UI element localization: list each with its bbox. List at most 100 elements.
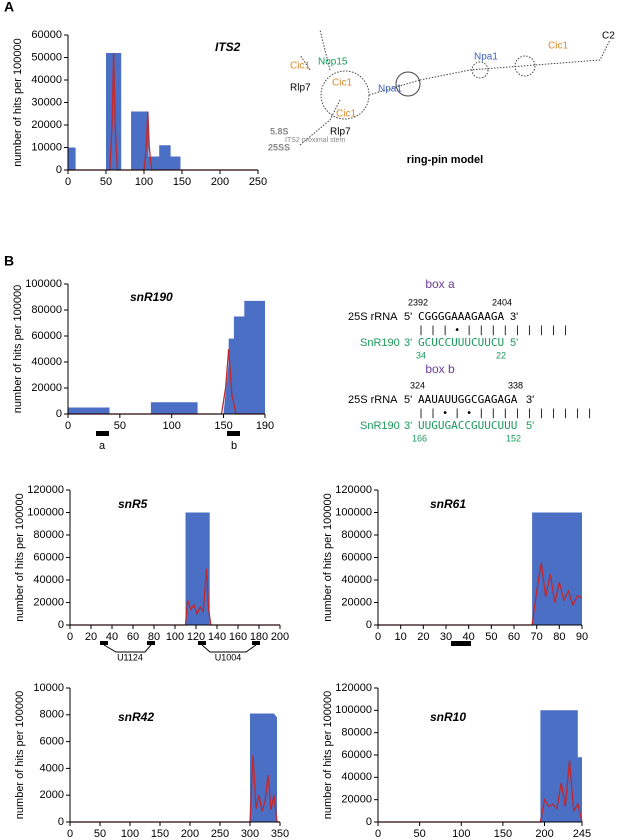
x-tick-label: 150 <box>151 828 169 840</box>
position: 34 <box>416 350 426 360</box>
box-title: box b <box>425 362 455 376</box>
x-tick-label: 50 <box>100 176 112 188</box>
annotation: b <box>231 440 237 452</box>
y-tick-label: 20000 <box>33 596 64 608</box>
line <box>378 562 583 626</box>
end-label: 3' <box>404 420 412 432</box>
chart: 0 20000 40000 60000 80000 100000 120000 0 20 40 60… <box>14 484 289 643</box>
y-tick-label: 10000 <box>31 141 62 153</box>
diagram-label: Cic1 <box>332 78 352 89</box>
diagram-label: 25SS <box>268 142 290 152</box>
y-tick-label: 0 <box>56 164 62 176</box>
x-tick-label: 200 <box>271 631 289 643</box>
y-tick-label: 40000 <box>31 74 62 86</box>
diagram-label: Rlp7 <box>290 83 311 94</box>
loop <box>395 71 421 97</box>
end-label: 3' <box>526 394 534 406</box>
pairing: | | • | • | | | | | | | | | | <box>418 408 593 419</box>
y-tick-label: 30000 <box>31 96 62 108</box>
x-tick-label: 0 <box>375 631 381 643</box>
y-tick-label: 0 <box>366 816 372 828</box>
x-tick-label: 200 <box>535 828 553 840</box>
diagram-label: Cic1 <box>290 61 310 72</box>
line <box>70 754 280 823</box>
seq-name: SnR190 <box>360 337 400 349</box>
x-tick-label: 250 <box>249 176 267 188</box>
x-tick-label: 150 <box>494 828 512 840</box>
ring-pin-diagram <box>299 29 611 146</box>
x-tick-label: 250 <box>211 828 229 840</box>
y-axis-label: number of hits per 100000 <box>12 38 24 166</box>
chart-title: snR42 <box>118 710 154 724</box>
end-label: 3' <box>510 311 518 323</box>
area <box>68 53 258 170</box>
y-tick-label: 2000 <box>40 789 64 801</box>
x-tick-label: 100 <box>121 828 139 840</box>
diagram-label: Cic1 <box>336 109 356 120</box>
connector <box>103 644 257 653</box>
y-tick-label: 40000 <box>341 771 372 783</box>
feature-bar <box>252 641 260 645</box>
y-tick-label: 0 <box>56 408 62 420</box>
y-tick-label: 40000 <box>31 356 62 368</box>
y-tick-label: 4000 <box>40 762 64 774</box>
chart: 0 20000 40000 60000 80000 100000 120000 0 10 20 30… <box>322 484 588 643</box>
x-tick-label: 90 <box>576 631 588 643</box>
x-tick-label: 60 <box>508 631 520 643</box>
box-a: box a 25S rRNA 5' CGGGGAAAGAAGA 3' 2392 … <box>348 277 569 360</box>
box-b: box b 25S rRNA 5' AAUAUUGGCGAGAGA 3' 324… <box>348 362 593 443</box>
diagram-label: 5.8S <box>270 126 289 136</box>
line <box>70 568 280 626</box>
x-tick-label: 180 <box>250 631 268 643</box>
x-tick-label: 80 <box>553 631 565 643</box>
diagram-label: Npa1 <box>474 52 498 63</box>
feature-bars <box>100 641 471 646</box>
end-label: 5' <box>404 311 412 323</box>
position: 152 <box>506 433 521 443</box>
sequence: GCUCCUUUCUUCU <box>418 336 504 349</box>
position: 166 <box>412 433 427 443</box>
stem <box>299 99 341 146</box>
stem <box>299 29 331 71</box>
y-tick-label: 40000 <box>33 574 64 586</box>
x-tick-label: 70 <box>531 631 543 643</box>
chart: 0 20000 40000 60000 80000 100000 0 50 100 150 190 s… <box>12 278 274 432</box>
chart-title: snR190 <box>130 290 173 304</box>
annotation: U1004 <box>215 652 242 662</box>
y-tick-label: 0 <box>366 619 372 631</box>
end-label: 5' <box>526 420 534 432</box>
area <box>68 300 265 414</box>
x-tick-label: 160 <box>229 631 247 643</box>
x-tick-label: 40 <box>106 631 118 643</box>
seq-name: 25S rRNA <box>348 394 398 406</box>
position: 2392 <box>408 297 428 307</box>
feature-bar <box>147 641 155 645</box>
x-tick-label: 50 <box>94 828 106 840</box>
y-tick-label: 20000 <box>341 596 372 608</box>
y-tick-label: 10000 <box>33 682 64 694</box>
position: 338 <box>508 380 523 390</box>
sequence: UUGUGACCGUUCUUU <box>418 419 517 432</box>
feature-bar <box>100 641 108 645</box>
y-tick-label: 100000 <box>27 506 64 518</box>
y-tick-label: 80000 <box>33 529 64 541</box>
feature-bar <box>227 431 240 436</box>
annotation: U1124 <box>117 652 143 662</box>
x-tick-label: 120 <box>187 631 205 643</box>
y-tick-label: 20000 <box>341 794 372 806</box>
y-tick-label: 120000 <box>27 484 64 496</box>
area <box>378 512 582 625</box>
x-tick-label: 0 <box>375 828 381 840</box>
x-tick-label: 350 <box>271 828 289 840</box>
y-tick-label: 100000 <box>335 704 372 716</box>
area <box>70 713 280 822</box>
stem <box>419 39 611 81</box>
y-tick-label: 50000 <box>31 51 62 63</box>
x-tick-label: 300 <box>241 828 259 840</box>
x-tick-label: 50 <box>485 631 497 643</box>
y-axis-label: number of hits per 100000 <box>14 691 26 819</box>
chart-title: snR5 <box>118 497 148 511</box>
diagram-label: Rlp7 <box>330 127 351 138</box>
x-tick-label: 0 <box>65 420 71 432</box>
y-tick-label: 20000 <box>31 382 62 394</box>
